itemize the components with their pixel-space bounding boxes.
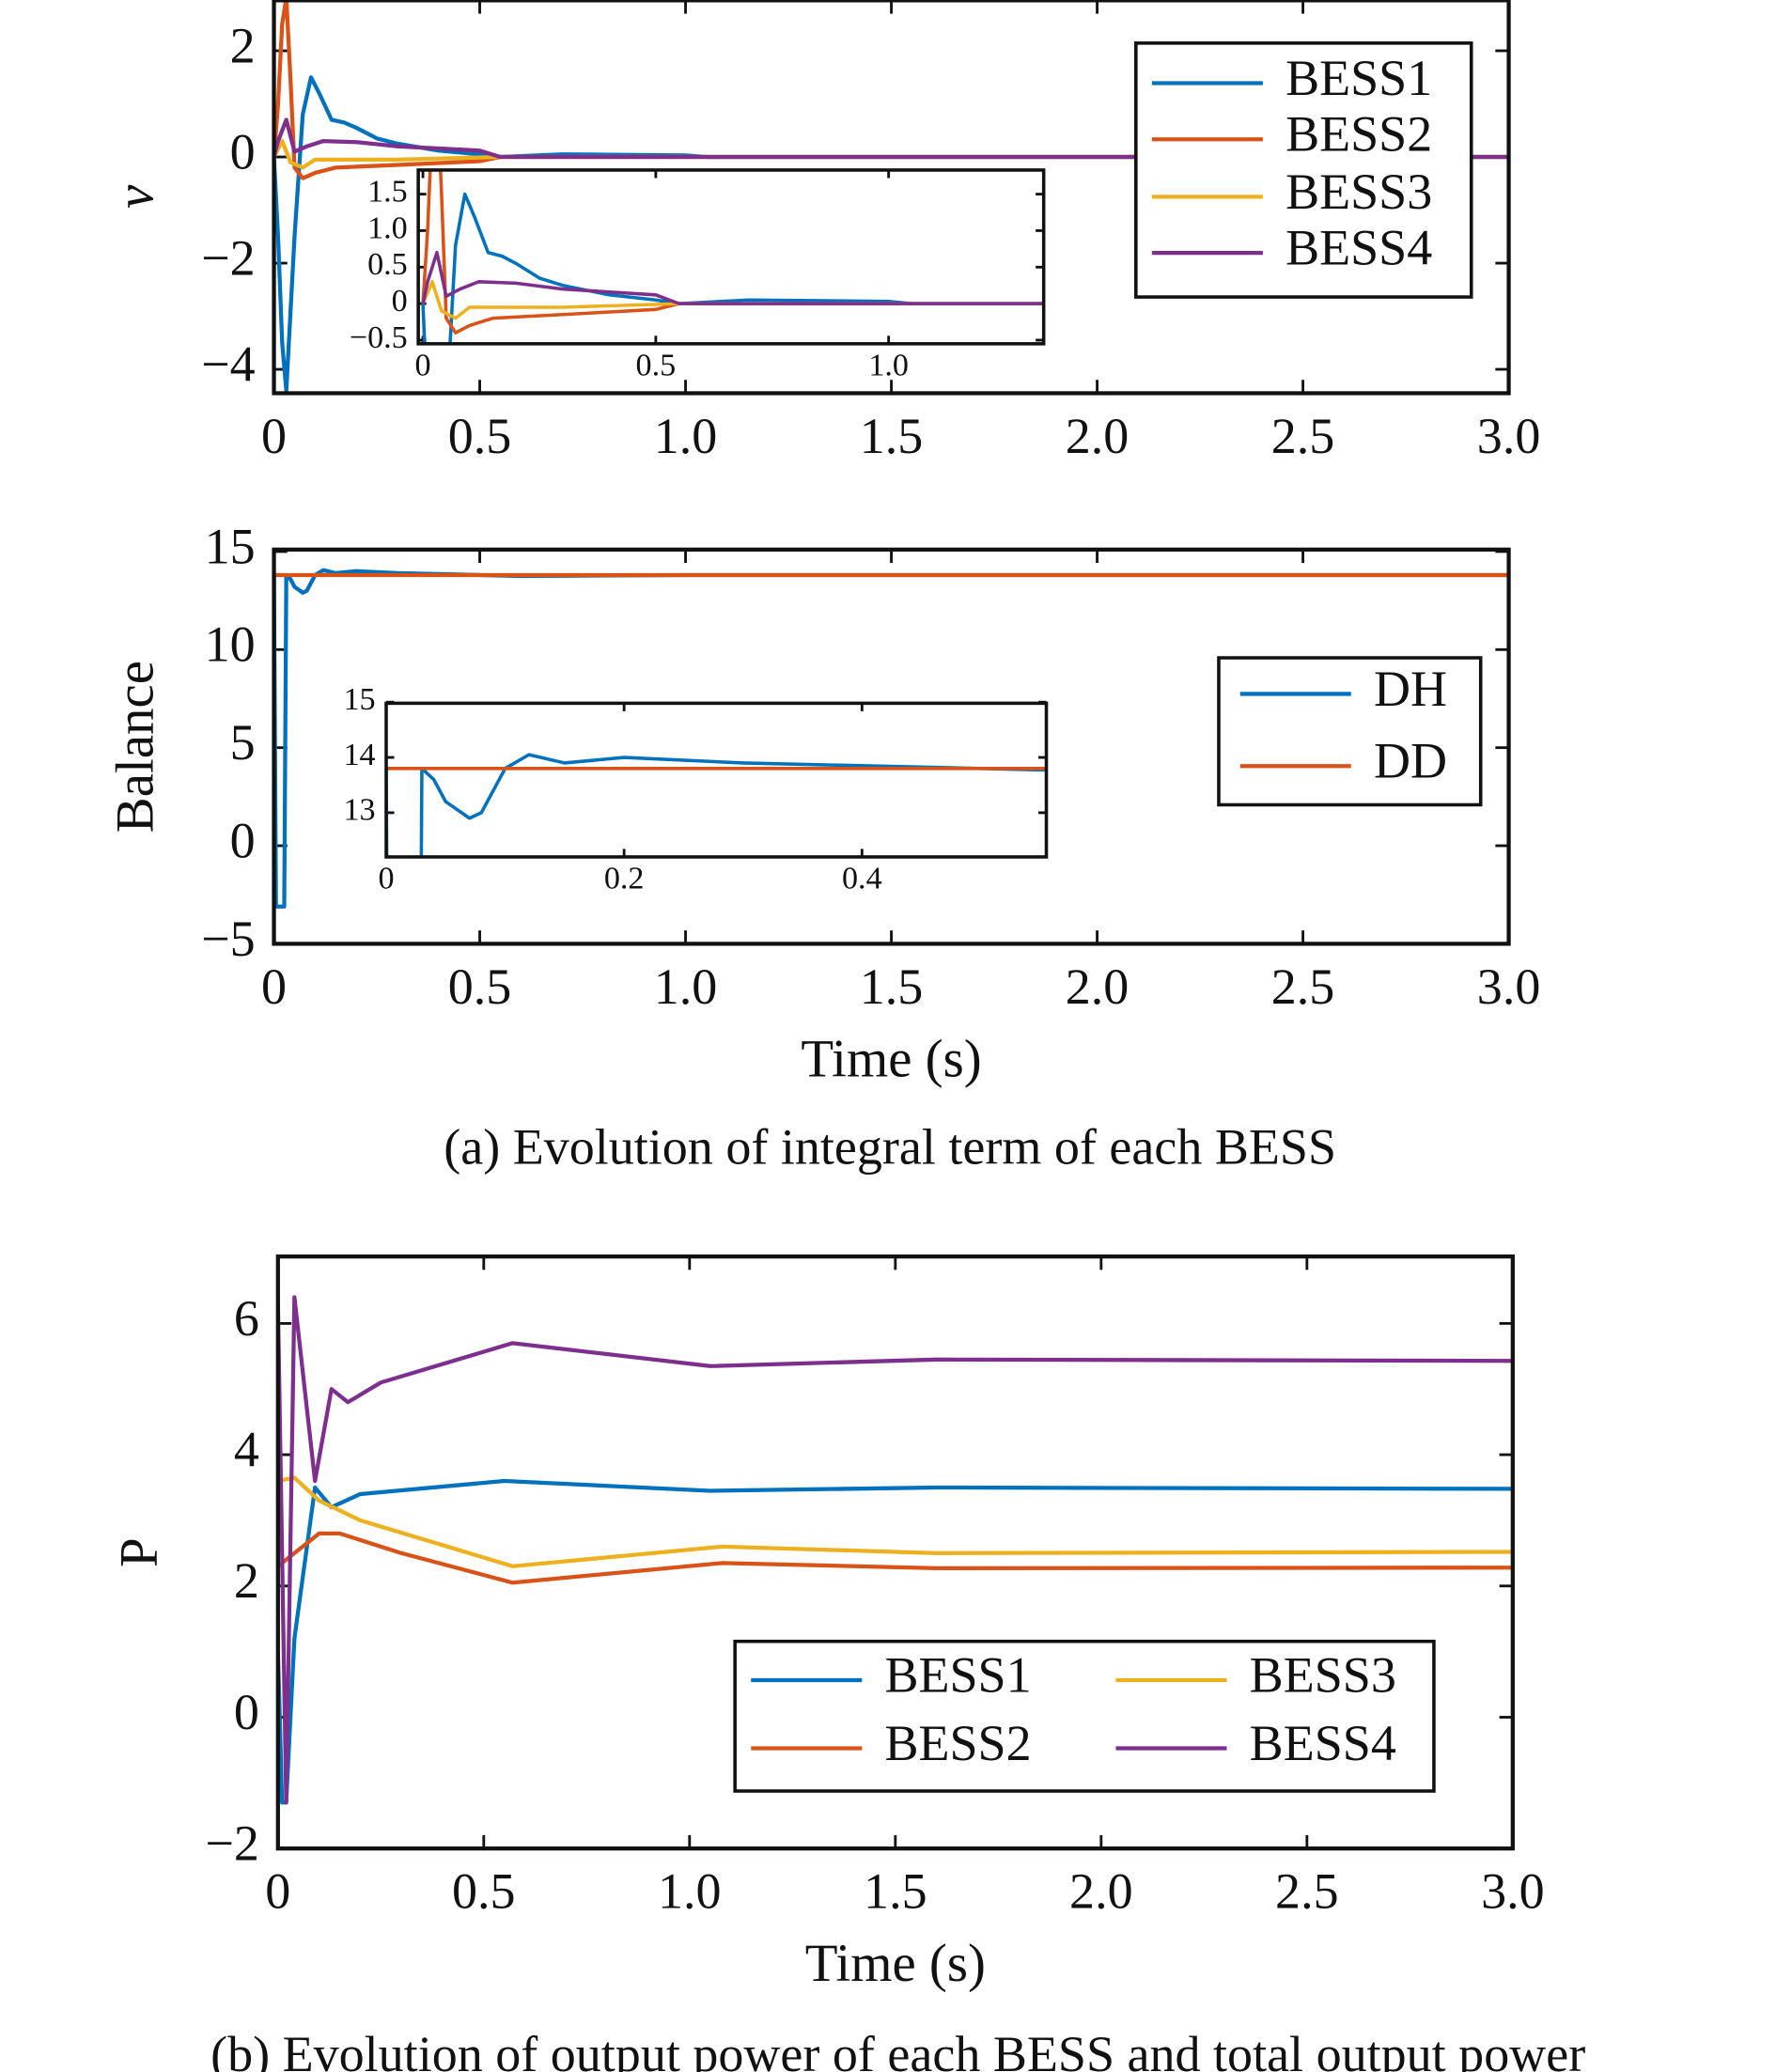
x-tick-label: 0 [261,958,287,1015]
legend-label: BESS3 [1250,1646,1396,1703]
legend-box [1217,656,1483,807]
legend-label: DD [1374,733,1447,789]
y-tick-label: 13 [343,793,375,828]
y-tick-label: −2 [201,229,256,286]
x-tick-label: 0.4 [842,861,882,896]
line [421,280,1044,320]
x-axis-label: Time (s) [805,1934,986,1993]
legend-label: BESS4 [1250,1715,1396,1771]
x-tick-label: 1.5 [864,1863,927,1920]
x-tick-label: 2.5 [1271,408,1335,464]
line [273,117,1509,160]
legend-label: DH [1374,661,1447,717]
y-tick-label: −0.5 [350,320,408,355]
x-tick-label: 0.2 [604,861,645,896]
x-tick-label: 0 [261,408,287,464]
x-tick-label: 1.5 [860,408,924,464]
y-tick-label: 4 [234,1421,259,1477]
line [421,250,1044,305]
legend-label: BESS2 [1285,106,1432,163]
y-tick-label: −2 [205,1815,259,1872]
axes-frame [416,168,1046,346]
plot-area [277,1295,1513,1805]
legend-label: BESS3 [1285,164,1432,220]
plot-area [421,169,1044,344]
x-tick-label: 0.5 [452,1863,516,1920]
line [277,1295,1513,1805]
caption: (a) Evolution of integral term of each B… [444,1119,1336,1176]
y-tick-label: 14 [343,738,375,772]
y-tick-label: 0 [230,812,256,868]
axes-frame [275,1254,1515,1851]
x-tick-label: 2.0 [1069,1863,1133,1920]
x-tick-label: 1.0 [658,1863,722,1920]
inset-background [385,703,1047,857]
y-tick-label: 5 [230,714,256,771]
y-tick-label: 0.5 [367,247,408,282]
x-tick-label: 0.5 [636,348,677,382]
x-tick-label: 0 [378,861,394,896]
x-tick-label: 2.0 [1066,408,1129,464]
caption: (b) Evolution of output power of each BE… [210,2026,1585,2072]
x-tick-label: 3.0 [1477,958,1541,1015]
x-tick-label: 2.0 [1066,958,1129,1015]
axes-frame [272,547,1511,946]
x-tick-label: 1.0 [868,348,909,382]
x-tick-label: 2.5 [1271,958,1335,1015]
x-tick-label: 0.5 [448,408,512,464]
y-axis-label: v [105,184,164,209]
plot-area [273,0,1509,393]
y-tick-label: 15 [205,518,256,574]
y-tick-label: 2 [230,17,256,73]
plot-area [273,568,1509,909]
x-tick-label: 0 [265,1863,290,1920]
line [277,1531,1513,1585]
legend-label: BESS4 [1285,220,1432,276]
line [277,1475,1513,1568]
line [273,138,1509,170]
axes-frame [272,0,1511,396]
plot-area [385,753,1047,857]
x-tick-label: 1.5 [860,958,924,1015]
legend-label: BESS1 [1285,50,1432,106]
x-tick-label: 0 [415,348,431,382]
y-tick-label: 0 [392,284,408,319]
x-axis-label: Time (s) [801,1029,981,1088]
x-tick-label: 2.5 [1275,1863,1339,1920]
y-tick-label: 15 [343,682,375,717]
legend-label: BESS1 [884,1646,1031,1703]
y-tick-label: −4 [201,335,256,392]
y-tick-label: 0 [230,123,256,179]
legend-label: BESS2 [884,1715,1031,1771]
y-tick-label: 10 [205,616,256,673]
x-tick-label: 3.0 [1481,1863,1545,1920]
axes-frame [384,701,1049,859]
y-axis-label: Balance [105,661,164,833]
y-tick-label: 0 [234,1684,259,1740]
legend-box [733,1639,1436,1793]
inset-background [418,169,1044,344]
y-axis-label: P [110,1537,169,1567]
x-tick-label: 1.0 [654,408,718,464]
y-tick-label: 2 [234,1552,259,1609]
y-tick-label: −5 [201,911,256,967]
y-tick-label: 6 [234,1290,259,1347]
x-tick-label: 3.0 [1477,408,1541,464]
x-tick-label: 1.0 [654,958,718,1015]
y-tick-label: 1.0 [367,210,408,245]
y-tick-label: 1.5 [367,174,408,209]
x-tick-label: 0.5 [448,958,512,1015]
